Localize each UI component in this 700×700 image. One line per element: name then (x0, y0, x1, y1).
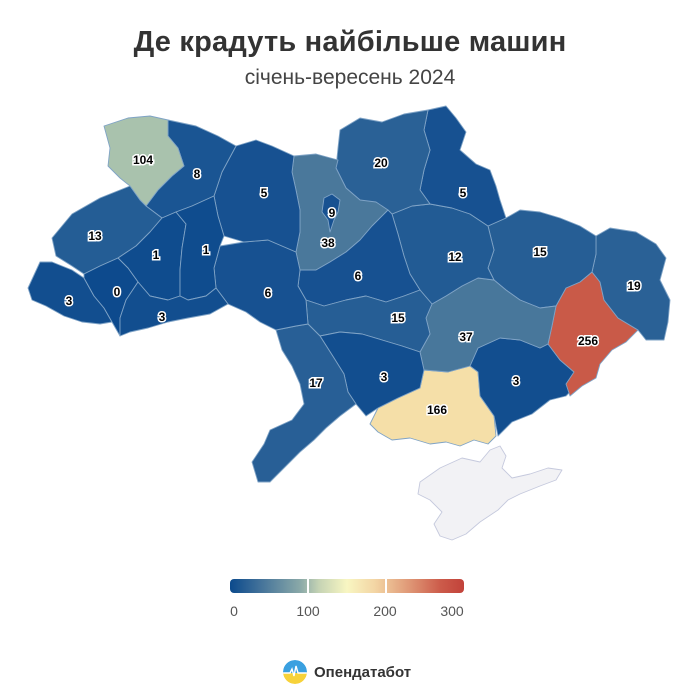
legend-label-0: 0 (230, 603, 238, 619)
chart-title: Де крадуть найбільше машин (133, 26, 567, 58)
label-kyiv-city: 9 (329, 206, 336, 220)
label-zakarpattia: 3 (66, 294, 73, 308)
label-lviv: 13 (88, 229, 102, 243)
chart-subtitle: січень-вересень 2024 (244, 66, 456, 89)
region-vinnytsia[interactable] (213, 239, 309, 331)
legend-tick-200 (385, 579, 387, 593)
region-volyn[interactable] (103, 115, 185, 207)
label-rivne: 8 (194, 167, 201, 181)
label-luhansk: 19 (627, 279, 641, 293)
label-ternopil: 1 (153, 248, 160, 262)
brand-name: Опендатабот (314, 663, 412, 681)
label-poltava: 12 (448, 250, 462, 264)
legend-label-100: 100 (296, 603, 320, 619)
label-ivano-frankivsk: 0 (114, 285, 121, 299)
opendatabot-logo-icon (283, 660, 307, 684)
label-cherkasy: 6 (355, 269, 362, 283)
label-kherson: 166 (427, 403, 447, 417)
color-scale-legend: 0 100 200 300 (230, 579, 464, 623)
label-dnipropetrovsk: 37 (459, 330, 473, 344)
region-odesa[interactable] (251, 323, 357, 483)
legend-labels: 0 100 200 300 (230, 603, 464, 623)
color-scale-bar (230, 579, 464, 593)
region-chernivtsi[interactable] (119, 281, 229, 337)
label-mykolaiv: 3 (381, 370, 388, 384)
label-odesa: 17 (309, 376, 323, 390)
label-kirovohrad: 15 (391, 311, 405, 325)
label-kharkiv: 15 (533, 245, 547, 259)
label-kyiv-oblast: 38 (321, 236, 335, 250)
label-donetsk: 256 (578, 334, 598, 348)
legend-label-300: 300 (440, 603, 464, 619)
label-khmelnytskyi: 1 (203, 243, 210, 257)
legend-tick-100 (307, 579, 309, 593)
label-chernivtsi: 3 (159, 310, 166, 324)
legend-label-200: 200 (373, 603, 397, 619)
region-crimea[interactable] (417, 445, 563, 541)
region-kyiv-city[interactable] (321, 193, 341, 233)
brand: Опендатабот (283, 660, 411, 684)
label-vinnytsia: 6 (265, 286, 272, 300)
label-volyn: 104 (133, 153, 153, 167)
label-sumy: 5 (460, 186, 467, 200)
label-chernihiv: 20 (374, 156, 388, 170)
region-luhansk[interactable] (591, 227, 671, 341)
label-zhytomyr: 5 (261, 186, 268, 200)
label-zaporizhzhia: 3 (513, 374, 520, 388)
